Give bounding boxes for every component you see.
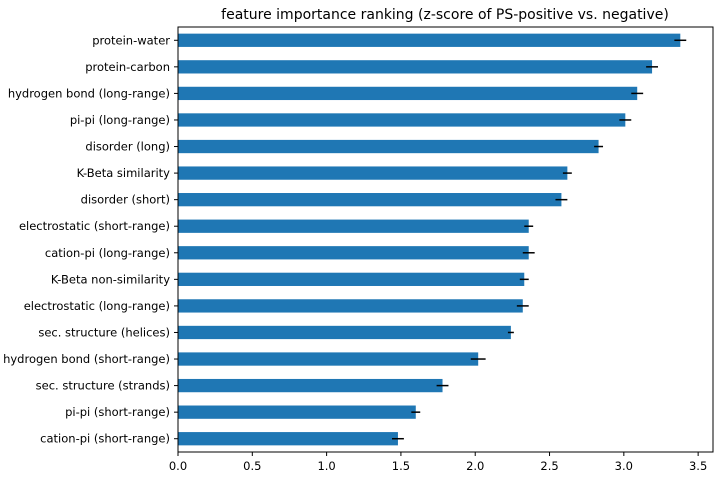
y-tick-label: electrostatic (long-range) — [24, 299, 170, 313]
y-tick-label: hydrogen bond (short-range) — [3, 352, 170, 366]
y-tick-label: protein-carbon — [85, 60, 170, 74]
y-tick-label: pi-pi (short-range) — [65, 405, 170, 419]
bar — [178, 113, 626, 127]
bar — [178, 60, 653, 74]
y-tick-label: hydrogen bond (long-range) — [8, 86, 170, 100]
bar — [178, 246, 529, 260]
bar — [178, 378, 443, 393]
bars-layer — [178, 33, 681, 446]
plot-frame — [177, 26, 714, 453]
x-tick-label: 0.5 — [243, 459, 261, 473]
bar — [178, 33, 681, 47]
bar — [178, 86, 638, 101]
x-tick-label: 2.0 — [466, 459, 484, 473]
x-tick-label: 2.5 — [540, 459, 558, 473]
bar — [178, 405, 416, 419]
x-axis: 0.0 0.5 1.0 1.5 2.0 2.5 3.0 3.5 — [169, 452, 707, 473]
bar — [178, 219, 529, 233]
y-tick-label: pi-pi (long-range) — [70, 113, 170, 127]
y-tick-label: sec. structure (helices) — [38, 325, 170, 339]
bar — [178, 272, 525, 286]
y-tick-label: cation-pi (short-range) — [40, 432, 170, 446]
bar — [178, 325, 511, 340]
bar — [178, 139, 599, 154]
y-tick-label: electrostatic (short-range) — [19, 219, 170, 233]
x-tick-label: 0.0 — [169, 459, 187, 473]
error-bars-layer — [392, 39, 687, 440]
bar — [178, 299, 523, 313]
bar — [178, 166, 568, 180]
bar — [178, 352, 479, 366]
chart-title: feature importance ranking (z-score of P… — [221, 7, 669, 23]
y-tick-label: K-Beta similarity — [77, 166, 171, 180]
bar — [178, 193, 562, 207]
y-tick-label: disorder (long) — [85, 140, 170, 154]
y-tick-label: sec. structure (strands) — [36, 379, 170, 393]
y-tick-label: protein-water — [92, 33, 170, 47]
x-tick-label: 1.5 — [392, 459, 410, 473]
bar — [178, 432, 398, 446]
y-tick-label: disorder (short) — [81, 193, 170, 207]
x-tick-label: 1.0 — [317, 459, 335, 473]
y-tick-label: cation-pi (long-range) — [45, 246, 170, 260]
x-tick-label: 3.0 — [615, 459, 633, 473]
y-tick-label: K-Beta non-similarity — [51, 272, 170, 286]
y-axis: protein-water protein-carbon hydrogen bond… — [3, 33, 178, 446]
x-tick-label: 3.5 — [689, 459, 707, 473]
